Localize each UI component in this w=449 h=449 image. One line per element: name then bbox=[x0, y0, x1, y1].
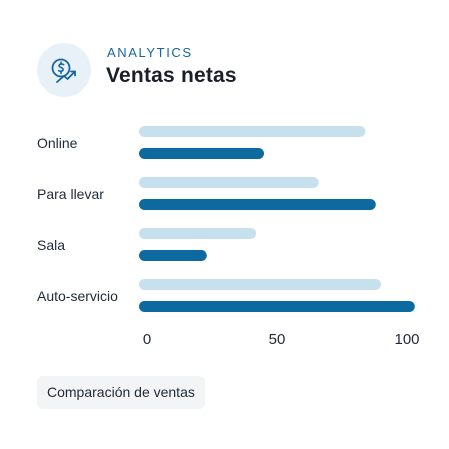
icon-badge bbox=[37, 43, 91, 97]
x-tick-label: 100 bbox=[394, 331, 419, 348]
bar-light bbox=[139, 279, 381, 290]
x-tick-label: 50 bbox=[269, 331, 286, 348]
dollar-trend-up-icon bbox=[51, 58, 76, 83]
bar-dark bbox=[139, 199, 376, 210]
page-title: Ventas netas bbox=[106, 64, 237, 87]
category-label: Auto-servicio bbox=[37, 288, 118, 304]
bar-light bbox=[139, 177, 319, 188]
eyebrow-label: ANALYTICS bbox=[107, 45, 193, 60]
bar-dark bbox=[139, 301, 415, 312]
category-label: Online bbox=[37, 135, 78, 151]
compare-sales-button[interactable]: Comparación de ventas bbox=[37, 376, 205, 409]
category-label: Para llevar bbox=[37, 186, 104, 202]
category-label: Sala bbox=[37, 237, 65, 253]
bar-light bbox=[139, 228, 257, 239]
bar-dark bbox=[139, 148, 264, 159]
bar-light bbox=[139, 126, 366, 137]
bar-dark bbox=[139, 250, 207, 261]
x-tick-label: 0 bbox=[143, 331, 151, 348]
